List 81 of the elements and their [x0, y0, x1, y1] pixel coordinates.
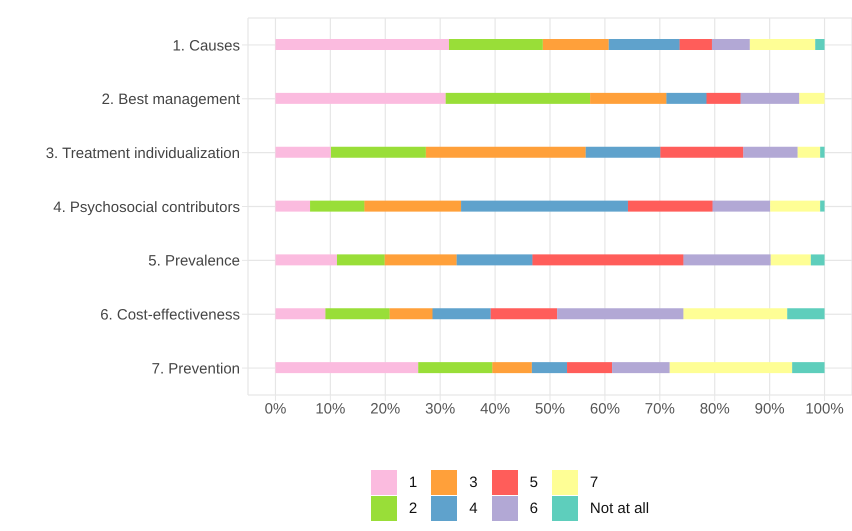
bar — [770, 200, 820, 212]
bar — [532, 362, 568, 374]
bar — [330, 146, 426, 158]
bar — [712, 200, 770, 212]
bar — [798, 146, 820, 158]
bar — [750, 39, 816, 50]
bar — [275, 362, 418, 374]
x-tick-label: 10% — [315, 400, 346, 418]
y-tick-label: 3. Treatment individualization — [46, 144, 240, 162]
bar — [336, 254, 385, 266]
bar — [275, 200, 310, 212]
x-tick-label: 60% — [590, 400, 620, 418]
y-tick-label: 5. Prevalence — [148, 252, 240, 270]
bar — [810, 254, 825, 266]
bar — [666, 92, 706, 104]
y-tick-label: 7. Prevention — [152, 360, 240, 378]
bar — [683, 308, 788, 320]
x-tick-label: 50% — [534, 400, 566, 418]
bar — [820, 200, 825, 212]
y-tick-label: 2. Best management — [102, 91, 241, 108]
bar — [426, 146, 586, 158]
bar — [418, 362, 492, 374]
x-tick-label: 20% — [370, 400, 400, 418]
bar — [660, 146, 744, 158]
bar — [275, 308, 326, 320]
bar — [310, 200, 364, 212]
legend-label: 1 — [408, 474, 418, 490]
bar — [712, 39, 750, 50]
bar — [557, 308, 684, 320]
bar — [448, 39, 543, 50]
legend-label: 2 — [408, 500, 418, 516]
bar — [461, 200, 628, 212]
bar — [275, 254, 337, 266]
bar — [815, 39, 825, 50]
bar — [275, 146, 331, 158]
bar — [432, 308, 491, 320]
bar — [364, 200, 462, 212]
bar — [683, 254, 771, 266]
legend-label: 6 — [530, 500, 538, 516]
bar — [490, 308, 558, 320]
bar — [567, 362, 612, 374]
bar — [740, 92, 800, 104]
bar — [792, 362, 825, 374]
legend-label: 4 — [469, 500, 478, 516]
bar — [456, 254, 532, 266]
x-tick-label: 70% — [644, 400, 675, 418]
bar — [275, 92, 446, 104]
y-tick-label: 6. Cost-effectiveness — [100, 306, 240, 324]
x-tick-label: 0% — [264, 400, 286, 418]
y-tick-label: 1. Causes — [172, 37, 240, 54]
bar — [680, 39, 712, 50]
bar — [492, 362, 532, 374]
bar — [608, 39, 680, 50]
y-tick-label: 4. Psychosocial contributors — [53, 198, 240, 216]
x-tick-label: 30% — [425, 400, 456, 418]
bar — [743, 146, 798, 158]
x-tick-label: 80% — [700, 400, 730, 418]
bar — [612, 362, 670, 374]
legend-label: Not at all — [590, 500, 650, 516]
x-tick-label: 40% — [480, 400, 510, 418]
x-tick-label: 90% — [754, 400, 785, 418]
bar — [532, 254, 684, 266]
bar — [670, 362, 792, 374]
bar — [325, 308, 390, 320]
bar — [446, 92, 590, 104]
bar — [706, 92, 741, 104]
bar — [542, 39, 609, 50]
bar — [770, 254, 811, 266]
bar — [799, 92, 825, 104]
x-tick-label: 100% — [805, 400, 844, 418]
legend-label: 5 — [530, 474, 538, 490]
bar — [275, 39, 449, 50]
bar — [390, 308, 432, 320]
legend-label: 7 — [590, 474, 598, 490]
legend-label: 3 — [469, 474, 478, 490]
bar — [590, 92, 666, 104]
bar — [787, 308, 825, 320]
bar — [628, 200, 713, 212]
bar — [820, 146, 825, 158]
bar — [586, 146, 660, 158]
bar — [384, 254, 457, 266]
